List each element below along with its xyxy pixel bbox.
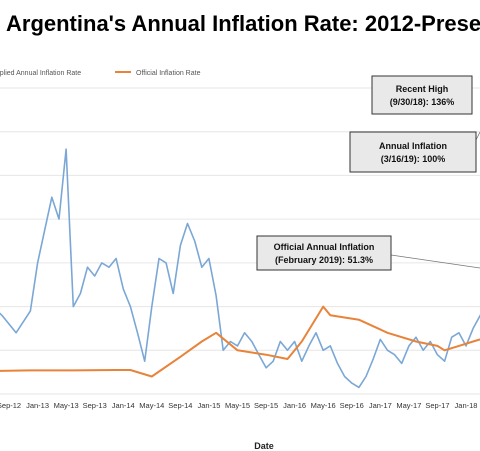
callout-line1: Recent High	[396, 84, 449, 94]
x-tick-label: Sep-13	[83, 401, 107, 410]
callouts: Recent High (9/30/18): 136% Annual Inflati…	[256, 75, 480, 271]
callout-box	[349, 131, 477, 173]
callout-line2: (9/30/18): 136%	[390, 97, 455, 107]
legend-label: Official Inflation Rate	[136, 70, 201, 77]
grid-lines	[0, 87, 480, 395]
x-tick-label: Sep-16	[340, 401, 364, 410]
x-tick-label: May-15	[225, 401, 250, 410]
legend-item: Official Inflation Rate	[115, 70, 201, 77]
callout-box	[371, 75, 473, 115]
series-line-official	[0, 305, 480, 378]
x-tick-label: Sep-15	[254, 401, 278, 410]
callout: Official Annual Inflation (February 2019)…	[256, 235, 480, 271]
callout-line1: Annual Inflation	[379, 141, 447, 151]
callout: Annual Inflation (3/16/19): 100%	[349, 131, 480, 173]
callout-line1: Official Annual Inflation	[274, 242, 375, 252]
x-tick-label: Sep-12	[0, 401, 21, 410]
x-tick-label: Jan-14	[112, 401, 135, 410]
series-layer	[0, 148, 480, 389]
x-tick-label: Sep-14	[168, 401, 192, 410]
chart-title: Argentina's Annual Inflation Rate: 2012-…	[6, 11, 480, 36]
x-tick-label: May-14	[139, 401, 164, 410]
x-tick-label: Jan-16	[283, 401, 306, 410]
legend-label: Implied Annual Inflation Rate	[0, 70, 81, 77]
x-axis-label: Date	[254, 441, 274, 451]
series-line-implied	[0, 148, 480, 389]
x-axis-ticks: Sep-12 Jan-13 May-13 Sep-13 Jan-14 May-14 Sep-…	[0, 401, 477, 410]
callout-leader	[390, 254, 480, 269]
callout-line2: (3/16/19): 100%	[381, 154, 446, 164]
x-tick-label: May-13	[54, 401, 79, 410]
callout-line2: (February 2019): 51.3%	[275, 255, 373, 265]
x-tick-label: Jan-18	[455, 401, 478, 410]
x-tick-label: Jan-17	[369, 401, 392, 410]
x-tick-label: May-17	[396, 401, 421, 410]
x-tick-label: Jan-13	[26, 401, 49, 410]
legend-item: Implied Annual Inflation Rate	[0, 70, 81, 77]
callout: Recent High (9/30/18): 136%	[371, 75, 473, 115]
callout-leader	[475, 131, 480, 141]
legend: Implied Annual Inflation Rate Official In…	[0, 70, 201, 77]
x-tick-label: Sep-17	[425, 401, 449, 410]
x-tick-label: Jan-15	[197, 401, 220, 410]
callout-box	[256, 235, 392, 271]
x-tick-label: May-16	[311, 401, 336, 410]
